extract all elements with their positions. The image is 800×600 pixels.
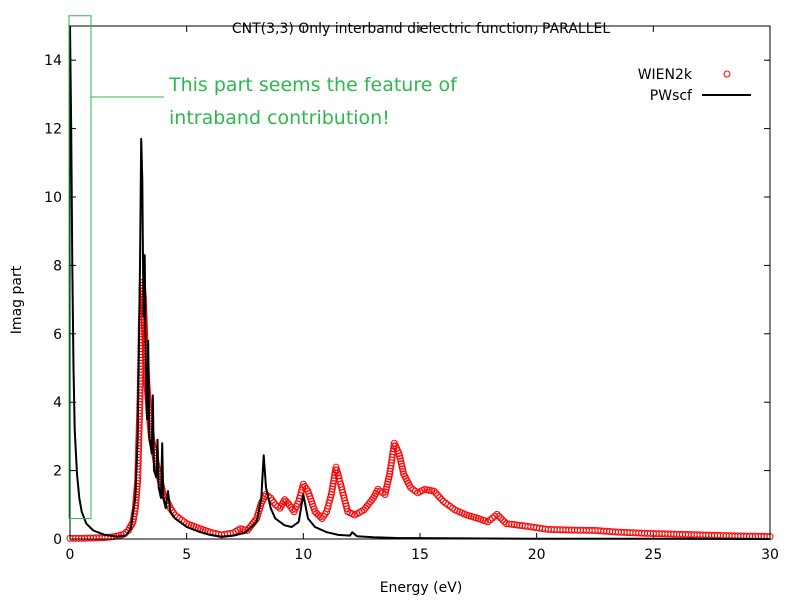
legend: WIEN2k PWscf bbox=[638, 67, 751, 104]
wien2k-point bbox=[384, 478, 392, 486]
y-tick-label: 6 bbox=[53, 327, 62, 343]
wien2k-point bbox=[398, 462, 406, 470]
wien2k-point bbox=[436, 493, 444, 501]
y-tick-label: 0 bbox=[53, 532, 62, 548]
wien2k-point bbox=[397, 460, 405, 468]
wien2k-point bbox=[399, 467, 407, 475]
wien2k-point bbox=[133, 485, 141, 493]
wien2k-point bbox=[381, 491, 389, 499]
wien2k-point bbox=[382, 485, 390, 493]
y-axis-label: Imag part bbox=[9, 265, 25, 334]
x-tick-label: 10 bbox=[294, 547, 312, 563]
wien2k-point bbox=[395, 450, 403, 457]
wien2k-point bbox=[133, 482, 141, 490]
annotation-text-line1: This part seems the feature of bbox=[168, 74, 458, 96]
x-tick-label: 25 bbox=[644, 547, 662, 563]
wien2k-point bbox=[510, 521, 518, 529]
x-tick-label: 0 bbox=[66, 547, 75, 563]
y-tick-label: 2 bbox=[53, 464, 62, 480]
wien2k-point bbox=[437, 495, 445, 503]
x-tick-label: 20 bbox=[528, 547, 546, 563]
pwscf-line bbox=[69, 25, 771, 540]
wien2k-point bbox=[497, 514, 505, 522]
wien2k-point bbox=[516, 521, 524, 529]
y-tick-label: 8 bbox=[53, 258, 62, 274]
series-layer bbox=[66, 25, 774, 542]
wien2k-point bbox=[508, 520, 516, 528]
chart-title: CNT(3,3) Only interband dielectric funct… bbox=[232, 21, 611, 37]
wien2k-point bbox=[488, 514, 496, 522]
y-tick-label: 10 bbox=[44, 190, 62, 206]
wien2k-point bbox=[385, 473, 393, 481]
highlight-box bbox=[68, 15, 92, 519]
wien2k-point bbox=[383, 480, 391, 488]
wien2k-point bbox=[382, 488, 390, 496]
y-tick-label: 12 bbox=[44, 122, 62, 138]
wien2k-point bbox=[396, 455, 404, 463]
wien2k-point bbox=[495, 512, 503, 520]
wien2k-point bbox=[383, 483, 391, 491]
x-tick-label: 30 bbox=[761, 547, 779, 563]
wien2k-point bbox=[399, 465, 406, 473]
wien2k-point bbox=[131, 504, 139, 512]
wien2k-point bbox=[493, 510, 501, 518]
wien2k-point bbox=[484, 518, 492, 526]
x-tick-label: 15 bbox=[411, 547, 429, 563]
y-tick-label: 14 bbox=[44, 53, 62, 69]
wien2k-point bbox=[513, 521, 521, 529]
wien2k-point bbox=[385, 475, 392, 483]
wien2k-point bbox=[486, 516, 494, 524]
plot-frame bbox=[69, 25, 771, 540]
wien2k-point bbox=[397, 457, 405, 465]
wien2k-point bbox=[133, 488, 141, 496]
y-tick-label: 4 bbox=[53, 395, 62, 411]
wien2k-point bbox=[502, 520, 510, 528]
legend-marker-wien2k bbox=[723, 70, 731, 78]
legend-label-pwscf: PWscf bbox=[650, 88, 693, 104]
legend-label-wien2k: WIEN2k bbox=[638, 67, 693, 83]
wien2k-point bbox=[430, 487, 438, 495]
x-axis-label: Energy (eV) bbox=[380, 580, 463, 596]
wien2k-point bbox=[432, 489, 440, 497]
wien2k-point bbox=[499, 516, 507, 524]
wien2k-point bbox=[396, 452, 404, 460]
wien2k-point bbox=[434, 491, 442, 499]
wien2k-point bbox=[491, 512, 499, 520]
annotation-text-line2: intraband contribution! bbox=[169, 107, 390, 129]
annotation: This part seems the feature of intraband… bbox=[68, 15, 458, 519]
wien2k-point bbox=[505, 520, 513, 528]
x-tick-label: 5 bbox=[182, 547, 191, 563]
